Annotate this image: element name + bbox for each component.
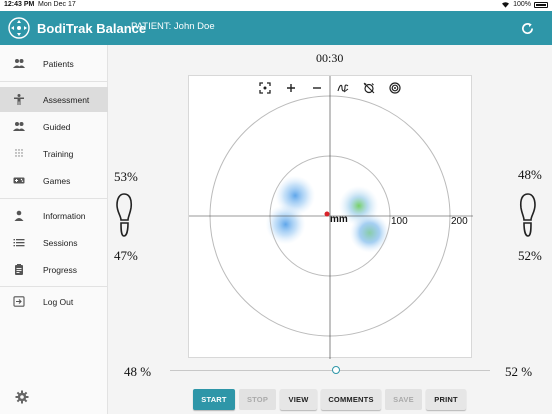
sidebar-item-label: Guided: [43, 122, 71, 132]
sidebar-item-assessment[interactable]: Assessment: [0, 87, 108, 112]
sidebar-item-guided[interactable]: Guided: [0, 114, 108, 139]
person-standing-icon: [14, 94, 24, 105]
pressure-hotspot: [265, 204, 306, 245]
left-bottom-percent: 47%: [114, 248, 138, 263]
ring-label-100: 100: [391, 216, 408, 227]
status-bar: 12:43 PM Mon Dec 17 100%: [0, 0, 552, 11]
pressure-hotspot: [349, 212, 390, 253]
sidebar-item-patients[interactable]: Patients: [0, 51, 108, 76]
fit-icon[interactable]: [259, 82, 271, 94]
sidebar-divider: [0, 198, 108, 199]
sidebar-item-games[interactable]: Games: [0, 168, 108, 193]
wifi-icon: [502, 2, 510, 8]
trace-icon[interactable]: [337, 82, 349, 94]
sidebar-item-information[interactable]: Information: [0, 203, 108, 228]
save-button[interactable]: SAVE: [385, 389, 422, 410]
center-of-pressure-dot: [324, 211, 330, 217]
dot-grid-icon: [15, 149, 23, 157]
bottom-right-percent: 52 %: [505, 364, 533, 379]
pressure-plot[interactable]: mm 100 200: [188, 75, 473, 359]
zoom-in-icon[interactable]: [285, 82, 297, 94]
sidebar-item-label: Training: [43, 149, 74, 159]
alarm-off-icon[interactable]: [363, 82, 375, 94]
sidebar-item-sessions[interactable]: Sessions: [0, 230, 108, 255]
sidebar-item-label: Games: [43, 176, 71, 186]
start-button[interactable]: START: [193, 389, 235, 410]
right-foot-icon: [519, 193, 536, 237]
sidebar-item-label: Information: [43, 211, 86, 221]
sidebar-item-label: Patients: [43, 59, 74, 69]
left-foot-icon: [116, 193, 133, 237]
patient-name[interactable]: PATIENT: John Doe: [131, 21, 215, 32]
sidebar-item-label: Log Out: [43, 297, 74, 307]
sidebar-divider: [0, 286, 108, 287]
sidebar-item-log-out[interactable]: Log Out: [0, 289, 108, 314]
stop-button[interactable]: STOP: [239, 389, 276, 410]
settings-gear-icon[interactable]: [15, 390, 29, 404]
view-button[interactable]: VIEW: [280, 389, 317, 410]
target-icon[interactable]: [389, 82, 401, 94]
sidebar-divider: [0, 81, 108, 82]
comments-button[interactable]: COMMENTS: [321, 389, 381, 410]
bottom-left-percent: 48 %: [124, 364, 152, 379]
sidebar: Patients Assessment Guided Training Game…: [0, 45, 108, 414]
clipboard-icon: [15, 264, 23, 275]
sync-icon[interactable]: [521, 22, 534, 35]
battery-percent: 100%: [513, 1, 531, 8]
person-icon: [14, 210, 24, 221]
assessment-timer: 00:30: [316, 51, 344, 65]
right-top-percent: 48%: [518, 167, 542, 182]
pressure-plot-canvas: [189, 76, 473, 359]
pressure-hotspots: [265, 175, 390, 253]
balance-slider-thumb[interactable]: [332, 366, 340, 374]
status-time: 12:43 PM: [4, 1, 35, 8]
sidebar-item-label: Progress: [43, 265, 78, 275]
balance-slider-track: [170, 370, 490, 371]
sidebar-item-progress[interactable]: Progress: [0, 257, 108, 282]
people-icon: [13, 59, 25, 68]
print-button[interactable]: PRINT: [426, 389, 466, 410]
battery-icon: [534, 1, 548, 8]
app-logo-icon: [8, 17, 30, 39]
status-date: Mon Dec 17: [38, 1, 76, 8]
logout-icon: [13, 296, 25, 307]
gamepad-icon: [13, 177, 25, 184]
people-icon: [13, 122, 25, 131]
sidebar-item-label: Sessions: [43, 238, 78, 248]
zoom-out-icon[interactable]: [311, 82, 323, 94]
right-bottom-percent: 52%: [518, 248, 542, 263]
ring-label-200: 200: [451, 216, 468, 227]
sidebar-item-training[interactable]: Training: [0, 141, 108, 166]
status-right: 100%: [501, 1, 548, 8]
sidebar-item-label: Assessment: [43, 95, 90, 105]
app-title: BodiTrak Balance: [37, 21, 147, 36]
left-top-percent: 53%: [114, 169, 138, 184]
list-icon: [13, 239, 25, 247]
center-unit-label: mm: [330, 214, 348, 225]
app-header: BodiTrak Balance PATIENT: John Doe: [0, 11, 552, 45]
